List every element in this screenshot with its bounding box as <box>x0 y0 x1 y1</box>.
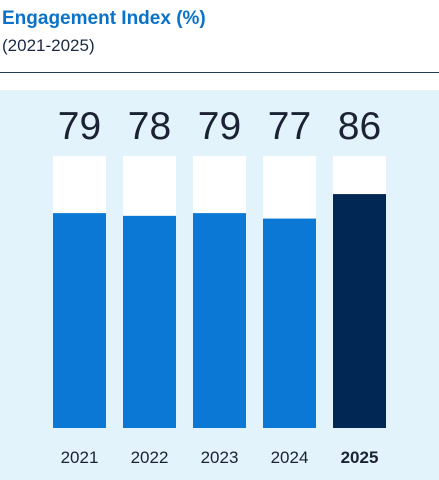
data-label-2025: 86 <box>338 105 381 148</box>
data-label-2024: 77 <box>268 105 311 148</box>
bar-2024 <box>263 218 316 428</box>
bar-2021 <box>53 213 106 428</box>
bar-2022 <box>123 215 176 428</box>
data-label-2023: 79 <box>198 105 241 148</box>
x-tick-label-2022: 2022 <box>131 448 169 467</box>
x-tick-label-2024: 2024 <box>271 448 309 467</box>
title-divider <box>0 72 439 73</box>
chart-subtitle: (2021-2025) <box>2 36 95 55</box>
data-label-2021: 79 <box>58 105 101 148</box>
x-tick-label-2025: 2025 <box>341 448 379 467</box>
x-tick-label-2021: 2021 <box>61 448 99 467</box>
bar-2023 <box>193 213 246 428</box>
bar-2025 <box>333 194 386 428</box>
chart-title: Engagement Index (%) <box>2 8 206 29</box>
data-label-2022: 78 <box>128 105 171 148</box>
x-tick-label-2023: 2023 <box>201 448 239 467</box>
